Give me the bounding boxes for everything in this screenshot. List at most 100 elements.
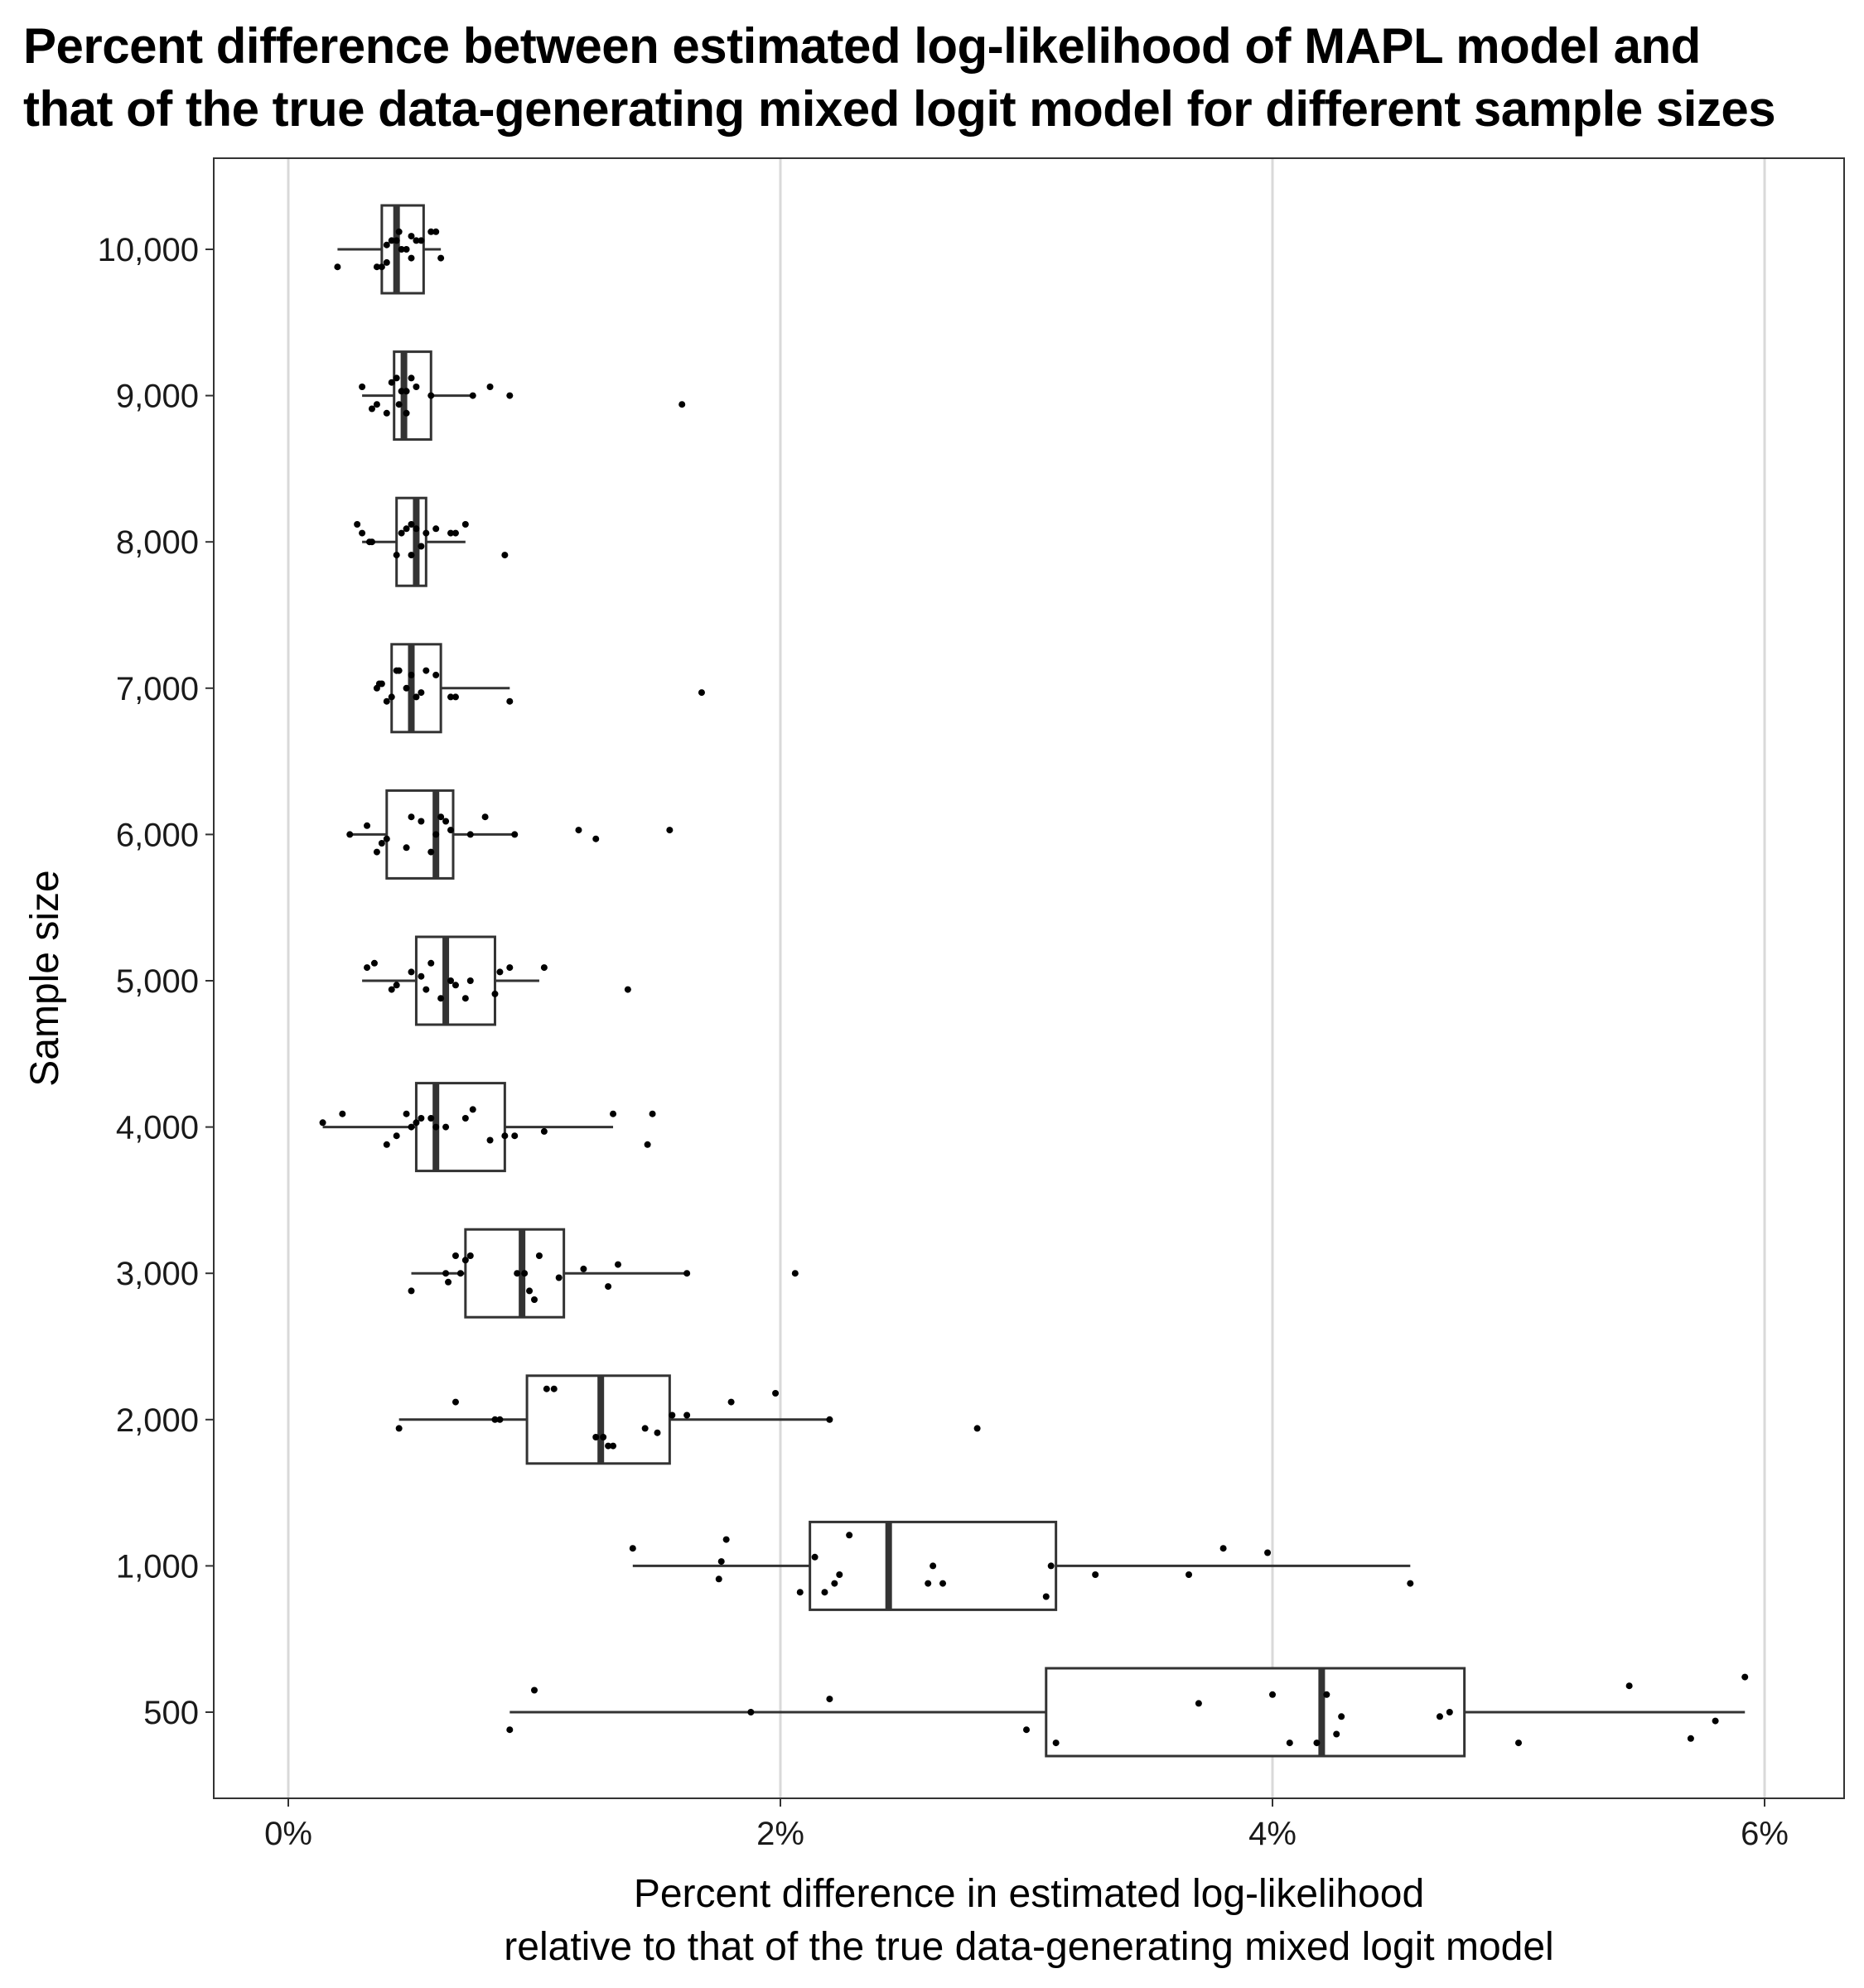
data-point — [821, 1589, 828, 1596]
data-point — [368, 538, 375, 546]
outlier-point — [644, 1141, 651, 1148]
data-point — [395, 401, 403, 408]
outlier-point — [678, 401, 686, 408]
data-point — [629, 1545, 636, 1552]
data-point — [1186, 1571, 1193, 1578]
data-point — [413, 693, 420, 701]
data-point — [1323, 1691, 1330, 1698]
box-iqr — [414, 935, 496, 1026]
data-point — [408, 552, 415, 559]
y-tick-label: 10,000 — [98, 232, 199, 268]
data-point — [403, 525, 410, 533]
data-point — [1264, 1549, 1272, 1556]
data-point — [469, 1106, 476, 1113]
box-1000 — [632, 1520, 1411, 1611]
data-point — [683, 1270, 691, 1277]
x-tick-label: 4% — [1248, 1816, 1297, 1852]
box-3000 — [411, 1228, 688, 1319]
data-point — [403, 388, 410, 395]
data-point — [423, 529, 430, 537]
data-point — [831, 1580, 838, 1587]
data-point — [408, 1123, 415, 1131]
data-point — [437, 254, 445, 262]
data-point — [1042, 1593, 1050, 1600]
data-point — [408, 671, 415, 678]
data-point — [836, 1571, 843, 1578]
box-5000 — [362, 935, 539, 1026]
data-point — [383, 1141, 390, 1148]
data-point — [1333, 1730, 1340, 1738]
axes: 0% 2% 4% 6% 500 1,000 2,000 3,000 4,000 5,000 6,00… — [98, 232, 1789, 1852]
data-point — [383, 409, 390, 417]
data-point — [654, 1429, 661, 1436]
data-point — [388, 379, 395, 386]
data-point — [423, 986, 430, 993]
chart-title-line-2: that of the true data-generating mixed l… — [23, 81, 1776, 137]
x-axis-title-line-1: Percent difference in estimated log-like… — [634, 1872, 1424, 1916]
data-point — [403, 844, 410, 852]
data-point — [496, 968, 504, 976]
y-tick-label: 1,000 — [116, 1548, 199, 1585]
data-point — [432, 525, 440, 533]
data-point — [511, 1132, 519, 1140]
x-tick-label: 2% — [756, 1816, 804, 1852]
y-axis-title: Sample size — [23, 870, 67, 1086]
data-point — [383, 835, 390, 842]
data-point — [442, 1270, 450, 1277]
data-point — [461, 1115, 469, 1122]
data-point — [486, 384, 494, 390]
data-point — [368, 405, 375, 413]
box-9000 — [362, 350, 473, 442]
data-point — [1515, 1740, 1522, 1747]
data-point — [393, 982, 400, 989]
data-point — [418, 972, 425, 980]
data-point — [641, 1425, 649, 1432]
data-point — [717, 1558, 725, 1566]
data-point — [846, 1532, 853, 1539]
data-point — [592, 1434, 600, 1440]
data-point — [408, 1287, 415, 1295]
data-point — [540, 964, 548, 972]
data-point — [826, 1416, 833, 1423]
data-point — [1269, 1691, 1276, 1698]
data-point — [925, 1580, 932, 1587]
data-point — [727, 1398, 735, 1406]
data-point — [393, 237, 400, 244]
data-point — [413, 384, 420, 390]
data-point — [614, 1261, 621, 1268]
data-point — [373, 401, 380, 408]
data-point — [461, 521, 469, 528]
data-point — [408, 813, 415, 821]
data-point — [388, 693, 395, 701]
data-point — [466, 831, 474, 838]
outlier-point — [666, 827, 674, 834]
x-tick-label: 6% — [1741, 1816, 1789, 1852]
data-point — [403, 409, 410, 417]
data-point — [715, 1575, 722, 1583]
data-point — [1625, 1682, 1633, 1690]
data-point — [408, 521, 415, 528]
data-point — [359, 529, 366, 537]
data-point — [610, 1110, 617, 1117]
data-point — [388, 986, 395, 993]
data-point — [796, 1589, 804, 1596]
data-point — [383, 697, 390, 705]
data-point — [605, 1442, 612, 1450]
data-point — [535, 1252, 543, 1259]
data-point — [1313, 1740, 1321, 1747]
data-point — [334, 263, 341, 271]
y-tick-label: 500 — [143, 1695, 199, 1731]
data-point — [427, 848, 435, 856]
data-point — [364, 822, 371, 829]
data-point — [393, 552, 400, 559]
box-500 — [509, 1667, 1746, 1758]
data-point — [1446, 1709, 1453, 1715]
chart-title-line-1: Percent difference between estimated log… — [23, 18, 1701, 74]
data-point — [398, 246, 405, 253]
data-point — [811, 1553, 819, 1561]
data-point — [772, 1390, 780, 1397]
data-point — [506, 964, 514, 972]
data-point — [403, 246, 410, 253]
data-point — [722, 1536, 730, 1543]
x-axis-title-line-2: relative to that of the true data-genera… — [504, 1925, 1553, 1969]
